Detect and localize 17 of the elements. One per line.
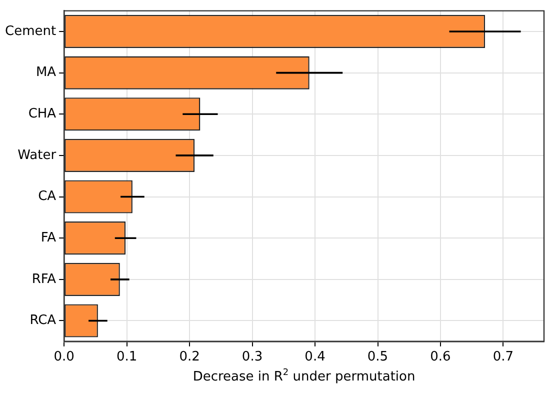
x-tick-label: 0.6	[430, 350, 451, 365]
y-tick-label: RCA	[30, 313, 56, 328]
x-tick-label: 0.2	[179, 350, 200, 365]
x-tick-label: 0.0	[54, 350, 74, 365]
x-tick-label: 0.4	[304, 350, 326, 365]
x-axis-title: Decrease in R$^{2}$ under permutation	[192, 368, 416, 384]
y-tick-label: MA	[36, 65, 56, 80]
y-tick-label: Cement	[4, 24, 56, 39]
x-tick-label: 0.3	[242, 350, 263, 365]
x-tick-label: 0.5	[367, 350, 388, 365]
x-tick-label: 0.1	[116, 350, 138, 365]
x-tick-label: 0.7	[492, 350, 514, 365]
y-tick-label: CA	[38, 189, 56, 204]
y-tick-label: Water	[18, 148, 57, 163]
y-tick-label: RFA	[32, 272, 56, 287]
y-tick-label: FA	[40, 230, 56, 246]
y-tick-label: CHA	[28, 106, 56, 122]
